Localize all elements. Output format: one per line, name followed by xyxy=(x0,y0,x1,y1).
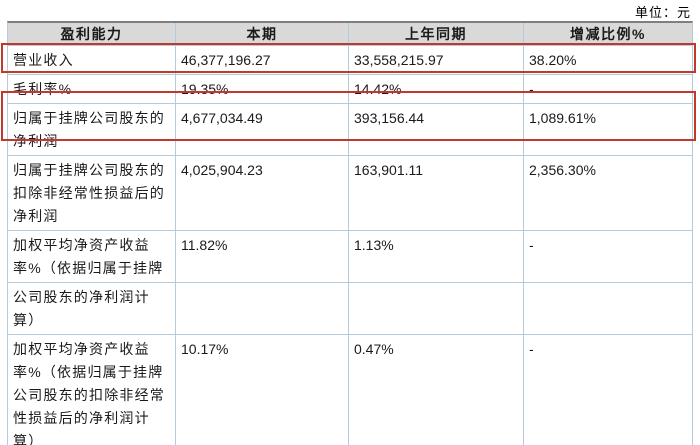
current-period-cell: 19.35% xyxy=(175,75,348,103)
row-label-line: 加权平均净资产收益 xyxy=(13,341,150,357)
row-label-line: 净利润 xyxy=(13,133,59,149)
row-label-line: 算） xyxy=(13,312,44,328)
header-cell-profitability: 盈利能力 xyxy=(60,26,123,42)
table-row-net-profit: 归属于挂牌公司股东的 净利润 4,677,034.49 393,156.44 1… xyxy=(8,104,692,156)
prior-period-cell: 14.42% xyxy=(348,75,523,103)
change-ratio-cell: - xyxy=(523,231,692,282)
header-cell-change-ratio: 增减比例% xyxy=(523,23,692,45)
row-label-line: 扣除非经常性损益后的 xyxy=(13,185,165,201)
profitability-table: 盈利能力 本期 上年同期 增减比例% 营业收入 46,377,196.27 33… xyxy=(7,21,693,445)
prior-period-cell: 33,558,215.97 xyxy=(348,46,523,74)
current-period-cell: 4,025,904.23 xyxy=(175,156,348,230)
current-period-cell: 11.82% xyxy=(175,231,348,282)
prior-period-cell: 163,901.11 xyxy=(348,156,523,230)
table-row-gross-margin: 毛利率% 19.35% 14.42% - xyxy=(8,75,692,104)
row-label-line: 公司股东的扣除非经常 xyxy=(13,387,165,403)
prior-period-cell: 0.47% xyxy=(348,335,523,445)
current-period-cell: 46,377,196.27 xyxy=(175,46,348,74)
table-row-net-profit-deducted: 归属于挂牌公司股东的 扣除非经常性损益后的 净利润 4,025,904.23 1… xyxy=(8,156,692,231)
change-ratio-cell: - xyxy=(523,75,692,103)
row-label-line: 公司股东的净利润计 xyxy=(13,289,150,305)
row-label-line: 毛利率% xyxy=(13,81,73,97)
table-header-row: 盈利能力 本期 上年同期 增减比例% xyxy=(8,23,692,46)
row-label: 毛利率% xyxy=(8,75,175,103)
row-label: 公司股东的净利润计 算） xyxy=(8,283,175,334)
table-row-weighted-roe-continued: 公司股东的净利润计 算） xyxy=(8,283,692,335)
current-period-cell xyxy=(175,283,348,334)
prior-period-cell: 1.13% xyxy=(348,231,523,282)
current-period-cell: 10.17% xyxy=(175,335,348,445)
row-label-line: 归属于挂牌公司股东的 xyxy=(13,110,165,126)
row-label-line: 净利润 xyxy=(13,208,59,224)
row-label-line: 性损益后的净利润计 xyxy=(13,410,150,426)
row-label: 归属于挂牌公司股东的 净利润 xyxy=(8,104,175,155)
change-ratio-cell: 2,356.30% xyxy=(523,156,692,230)
change-ratio-cell: 1,089.61% xyxy=(523,104,692,155)
table-row-weighted-roe: 加权平均净资产收益 率%（依据归属于挂牌 11.82% 1.13% - xyxy=(8,231,692,283)
row-label-line: 率%（依据归属于挂牌 xyxy=(13,260,164,276)
row-label-line: 算） xyxy=(13,433,44,445)
change-ratio-cell: 38.20% xyxy=(523,46,692,74)
table-row-revenue: 营业收入 46,377,196.27 33,558,215.97 38.20% xyxy=(8,46,692,75)
unit-label: 单位：元 xyxy=(634,5,691,20)
prior-period-cell xyxy=(348,283,523,334)
row-label: 加权平均净资产收益 率%（依据归属于挂牌 xyxy=(8,231,175,282)
row-label-line: 归属于挂牌公司股东的 xyxy=(13,162,165,178)
row-label-line: 加权平均净资产收益 xyxy=(13,237,150,253)
prior-period-cell: 393,156.44 xyxy=(348,104,523,155)
row-label: 营业收入 xyxy=(8,46,175,74)
table-row-weighted-roe-deducted: 加权平均净资产收益 率%（依据归属于挂牌 公司股东的扣除非经常 性损益后的净利润… xyxy=(8,335,692,445)
change-ratio-cell xyxy=(523,283,692,334)
header-cell-current-period: 本期 xyxy=(175,23,348,45)
change-ratio-cell: - xyxy=(523,335,692,445)
row-label: 归属于挂牌公司股东的 扣除非经常性损益后的 净利润 xyxy=(8,156,175,230)
row-label: 加权平均净资产收益 率%（依据归属于挂牌 公司股东的扣除非经常 性损益后的净利润… xyxy=(8,335,175,445)
current-period-cell: 4,677,034.49 xyxy=(175,104,348,155)
row-label-line: 营业收入 xyxy=(13,52,74,68)
row-label-line: 率%（依据归属于挂牌 xyxy=(13,364,164,380)
header-cell-prior-period: 上年同期 xyxy=(348,23,523,45)
